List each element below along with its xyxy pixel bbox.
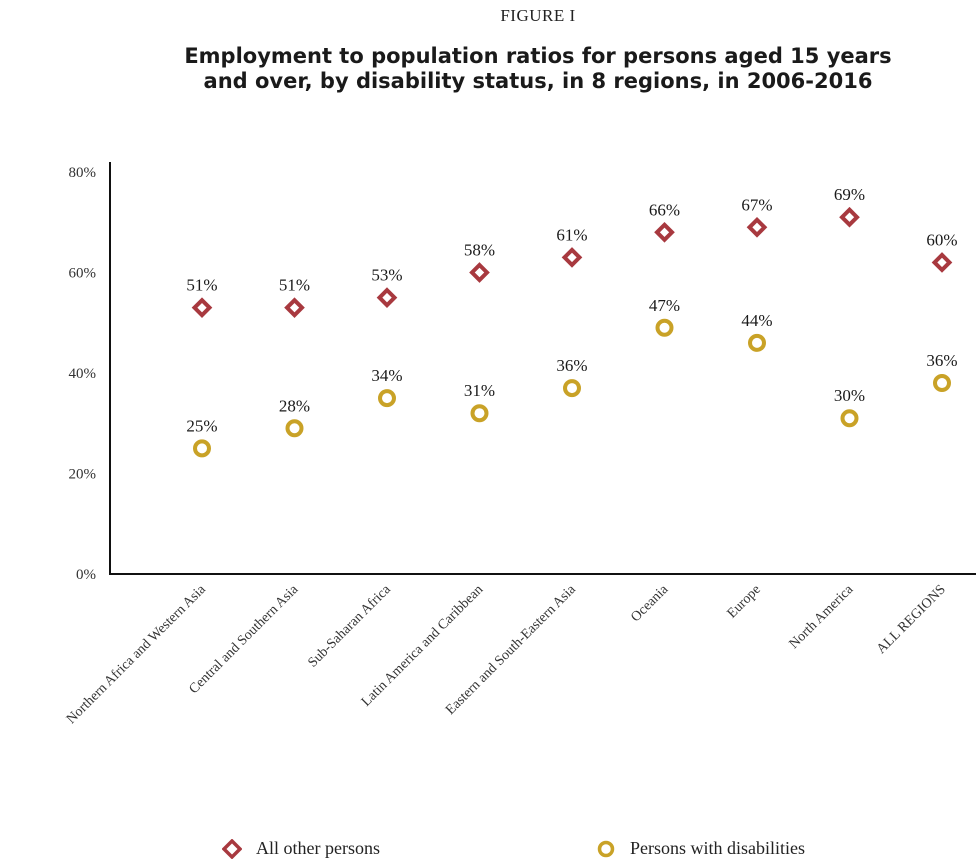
y-tick-label: 0% [76, 567, 96, 583]
data-label: 36% [926, 351, 957, 370]
circle-marker [563, 379, 581, 398]
circle-marker [470, 404, 489, 423]
data-label: 51% [186, 276, 217, 295]
data-label: 60% [926, 230, 957, 249]
x-category-label: North America [787, 582, 857, 652]
diamond-marker [561, 247, 583, 268]
circle-marker [378, 389, 396, 408]
x-category-label: ALL REGIONS [874, 582, 949, 657]
data-label: 47% [649, 296, 680, 315]
x-category-label: Northern Africa and Western Asia [64, 582, 209, 727]
scatter-chart: 0% 20% 40% 60% 80% Northern Africa and Wester… [64, 162, 976, 727]
y-tick-label: 40% [69, 366, 97, 382]
diamond-marker [746, 216, 768, 238]
y-tick-label: 20% [69, 467, 97, 483]
diamond-marker [654, 221, 675, 243]
chart-title: Employment to population ratios for pers… [0, 44, 976, 94]
data-label: 51% [279, 276, 310, 295]
x-category-label: Sub-Saharan Africa [305, 582, 394, 671]
data-label: 58% [464, 241, 495, 260]
data-label: 34% [371, 366, 402, 385]
data-label: 36% [556, 356, 587, 375]
circle-marker [193, 439, 211, 458]
legend-label-persons-with-disabilities: Persons with disabilities [630, 838, 805, 858]
data-label: 53% [371, 266, 402, 285]
data-label: 44% [741, 311, 772, 330]
circle-marker [748, 333, 766, 352]
data-label: 69% [834, 185, 865, 204]
data-label: 31% [464, 381, 495, 400]
diamond-marker [191, 297, 213, 319]
chart-title-line-1: Employment to population ratios for pers… [184, 44, 892, 68]
chart-title-line-2: and over, by disability status, in 8 reg… [203, 69, 873, 93]
legend: All other persons Persons with disabilit… [0, 838, 976, 864]
circle-marker [655, 318, 674, 337]
x-category-label: Central and Southern Asia [187, 582, 302, 697]
x-category-label: Europe [725, 582, 764, 621]
data-label: 66% [649, 200, 680, 219]
circle-marker [840, 409, 859, 428]
y-tick-label: 80% [69, 165, 97, 181]
legend-label-all-other-persons: All other persons [256, 838, 380, 858]
diamond-marker [839, 206, 860, 228]
figure-label: FIGURE I [500, 6, 576, 25]
y-tick-label: 60% [69, 266, 97, 282]
diamond-marker [376, 287, 398, 308]
x-category-label: Oceania [628, 582, 672, 626]
legend-item-persons-with-disabilities: Persons with disabilities [596, 838, 805, 859]
data-label: 67% [741, 195, 772, 214]
diamond-marker [284, 297, 305, 319]
data-label: 30% [834, 386, 865, 405]
legend-item-all-other-persons: All other persons [222, 838, 380, 859]
diamond-marker [469, 262, 490, 283]
circle-marker [933, 374, 951, 393]
diamond-icon [222, 838, 242, 859]
circle-marker [285, 419, 304, 438]
data-label: 28% [279, 396, 310, 415]
circle-icon [597, 840, 615, 857]
diamond-marker [931, 252, 953, 273]
data-label: 61% [556, 225, 587, 244]
data-label: 25% [186, 416, 217, 435]
